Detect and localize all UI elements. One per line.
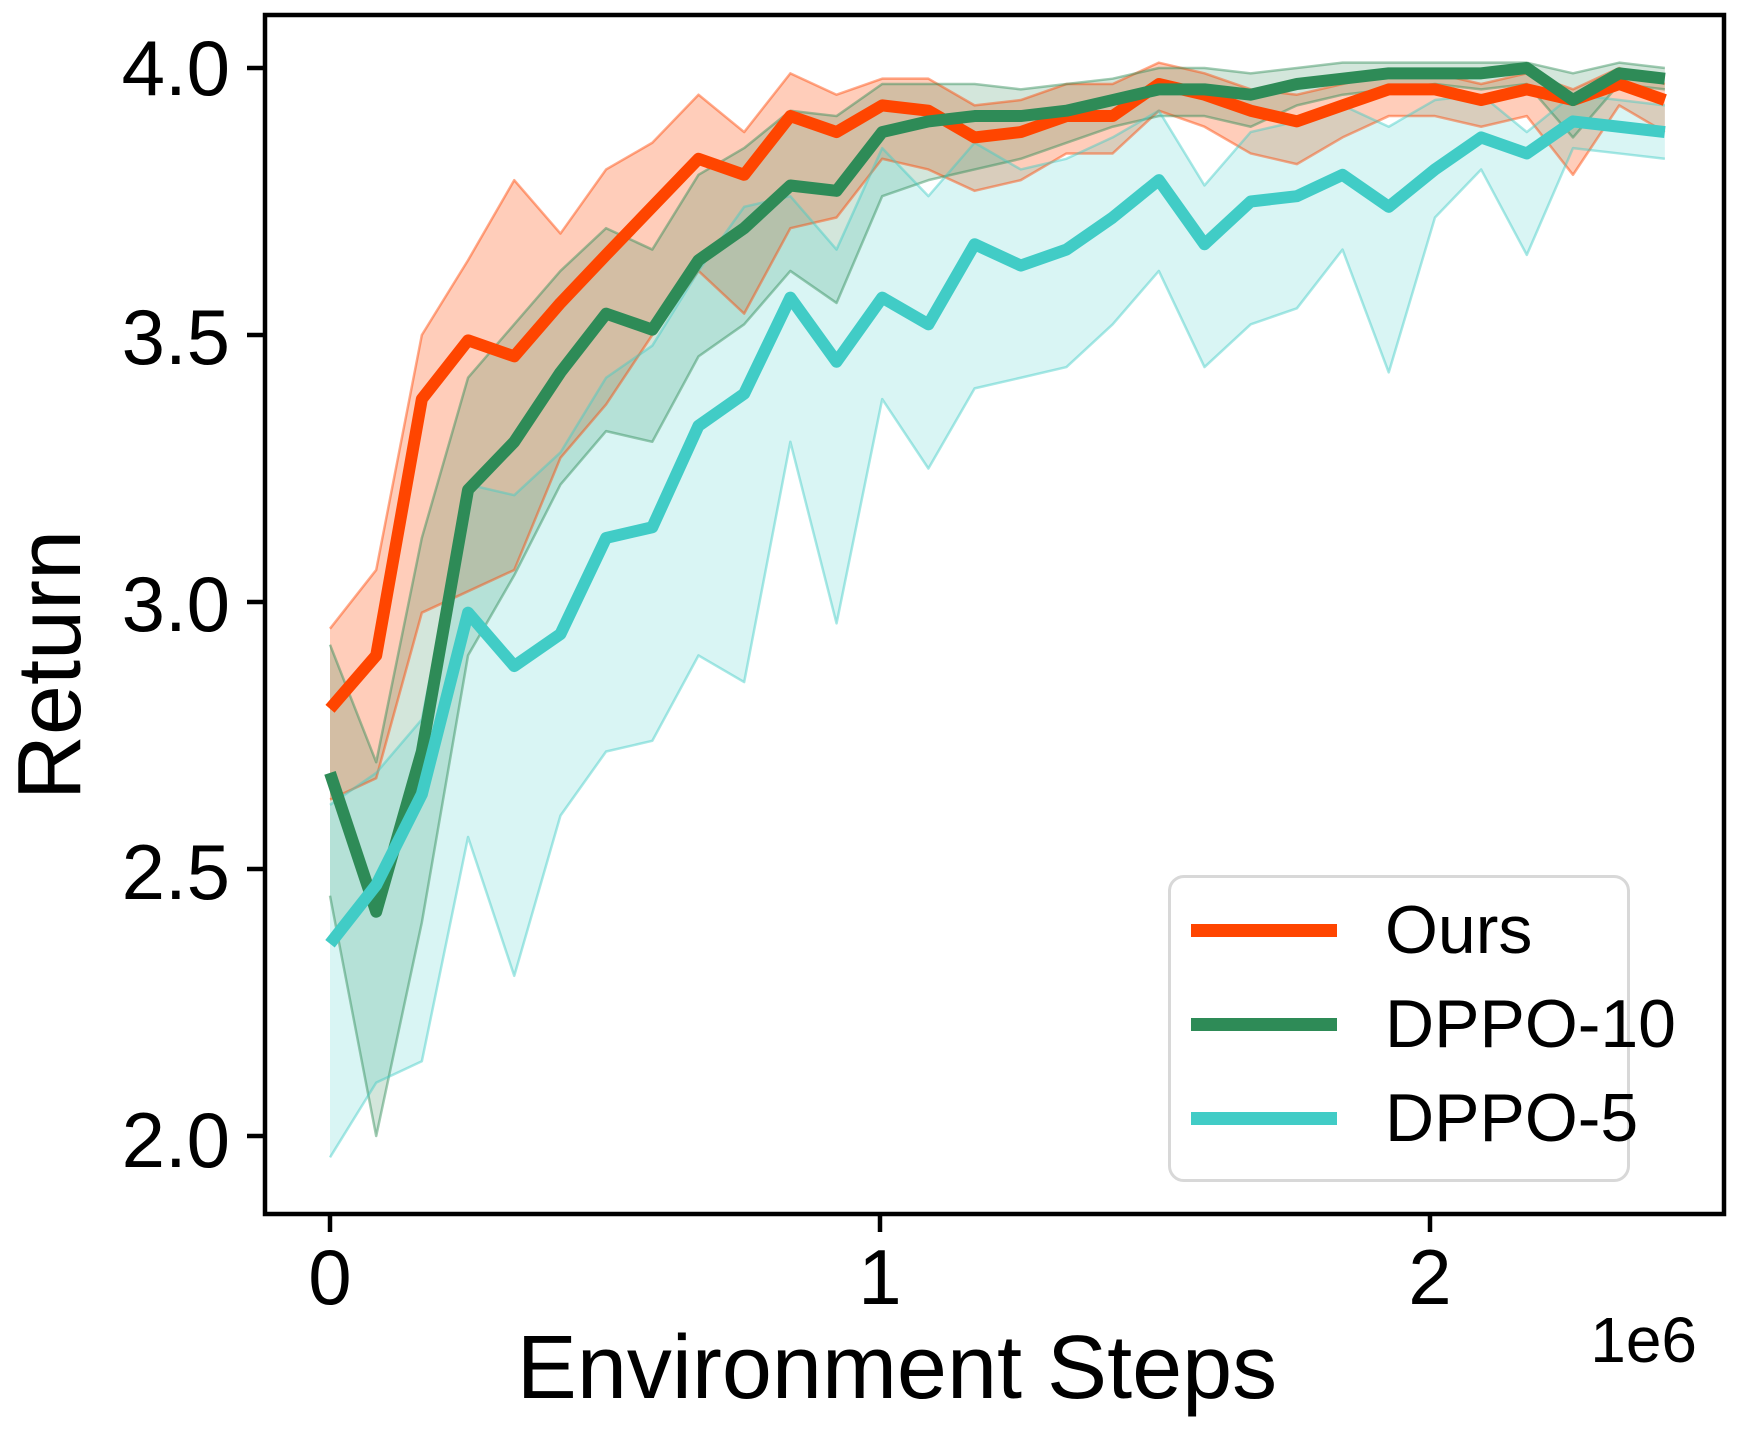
legend-item-dppo-5: DPPO-5	[1171, 1071, 1638, 1165]
legend-line-swatch-ours	[1191, 923, 1337, 937]
legend-item-ours: Ours	[1171, 883, 1627, 977]
legend: Ours DPPO-10 DPPO-5	[1168, 875, 1676, 1182]
series-line-ours	[325, 78, 1667, 713]
legend-label-dppo-5: DPPO-5	[1385, 1080, 1639, 1156]
y-axis-title: Return	[0, 529, 100, 801]
x-axis-offset-label: 1e6	[1590, 1304, 1697, 1376]
band-lower-edge-dppo-10	[328, 82, 1665, 1138]
confidence-band-dppo-10	[330, 62, 1665, 1136]
legend-line-swatch-dppo-10	[1191, 1017, 1337, 1031]
xtick-label-2: 2	[1408, 1233, 1452, 1321]
legend-label-dppo-10: DPPO-10	[1385, 986, 1676, 1062]
band-lower-edge-dppo-5	[328, 146, 1665, 1159]
confidence-band-dppo-5	[330, 94, 1665, 1158]
x-axis-title: Environment Steps	[516, 1318, 1278, 1418]
legend-item-dppo-10: DPPO-10	[1171, 977, 1676, 1071]
ytick-label-2-0: 2.0	[121, 1096, 230, 1184]
ytick-label-4-0: 4.0	[121, 24, 230, 112]
axes-frame	[262, 12, 1727, 1217]
ytick-label-2-5: 2.5	[121, 828, 230, 916]
band-upper-edge-dppo-10	[328, 61, 1665, 764]
series-line-dppo-5	[325, 115, 1666, 948]
ytick-label-3-0: 3.0	[121, 560, 230, 648]
legend-label-ours: Ours	[1385, 892, 1533, 968]
confidence-band-ours	[330, 62, 1665, 800]
ytick-label-3-5: 3.5	[121, 293, 230, 381]
band-upper-edge-dppo-5	[329, 93, 1665, 806]
legend-line-swatch-dppo-5	[1191, 1111, 1337, 1125]
series-line-dppo-10	[324, 62, 1666, 918]
xtick-label-0: 0	[308, 1233, 352, 1321]
xtick-label-1: 1	[858, 1233, 902, 1321]
band-lower-edge-ours	[329, 104, 1666, 801]
